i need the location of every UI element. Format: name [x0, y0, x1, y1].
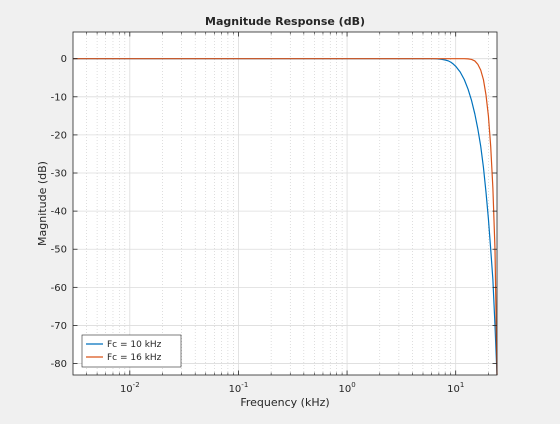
- legend-box: [81, 334, 182, 368]
- y-axis-label: Magnitude (dB): [36, 161, 49, 246]
- y-tick-label: -10: [51, 92, 67, 103]
- x-axis-label: Frequency (kHz): [240, 396, 329, 409]
- legend-entry-label: Fc = 10 kHz: [107, 340, 162, 350]
- y-tick-label: -30: [51, 169, 67, 180]
- legend[interactable]: Fc = 10 kHz Fc = 16 kHz: [81, 334, 182, 368]
- legend-entry-label: Fc = 16 kHz: [107, 353, 162, 363]
- y-tick-label: -80: [51, 359, 67, 370]
- y-tick-label: -50: [51, 245, 67, 256]
- plot-area[interactable]: [73, 32, 497, 375]
- y-tick-label: -70: [51, 321, 67, 332]
- major-grid: [73, 32, 497, 375]
- tick-labels: 10-2 10-1 100 101 0 -10 -20 -30 -40 -50 -60 -70 -80: [51, 54, 465, 395]
- axis-ticks: [73, 32, 497, 375]
- minor-grid: [86, 32, 489, 375]
- y-tick-label: -40: [51, 207, 67, 218]
- plot-border: [72, 31, 498, 376]
- y-tick-label: 0: [61, 54, 67, 65]
- y-tick-label: -20: [51, 130, 67, 141]
- series-line-2: [73, 58, 498, 376]
- x-tick-label: 10-1: [229, 381, 249, 395]
- series-layer: [73, 58, 498, 376]
- chart-title: Magnitude Response (dB): [205, 15, 365, 28]
- x-tick-label: 101: [447, 381, 464, 395]
- x-tick-label: 100: [338, 381, 355, 395]
- x-tick-label: 10-2: [120, 381, 140, 395]
- y-tick-label: -60: [51, 283, 67, 294]
